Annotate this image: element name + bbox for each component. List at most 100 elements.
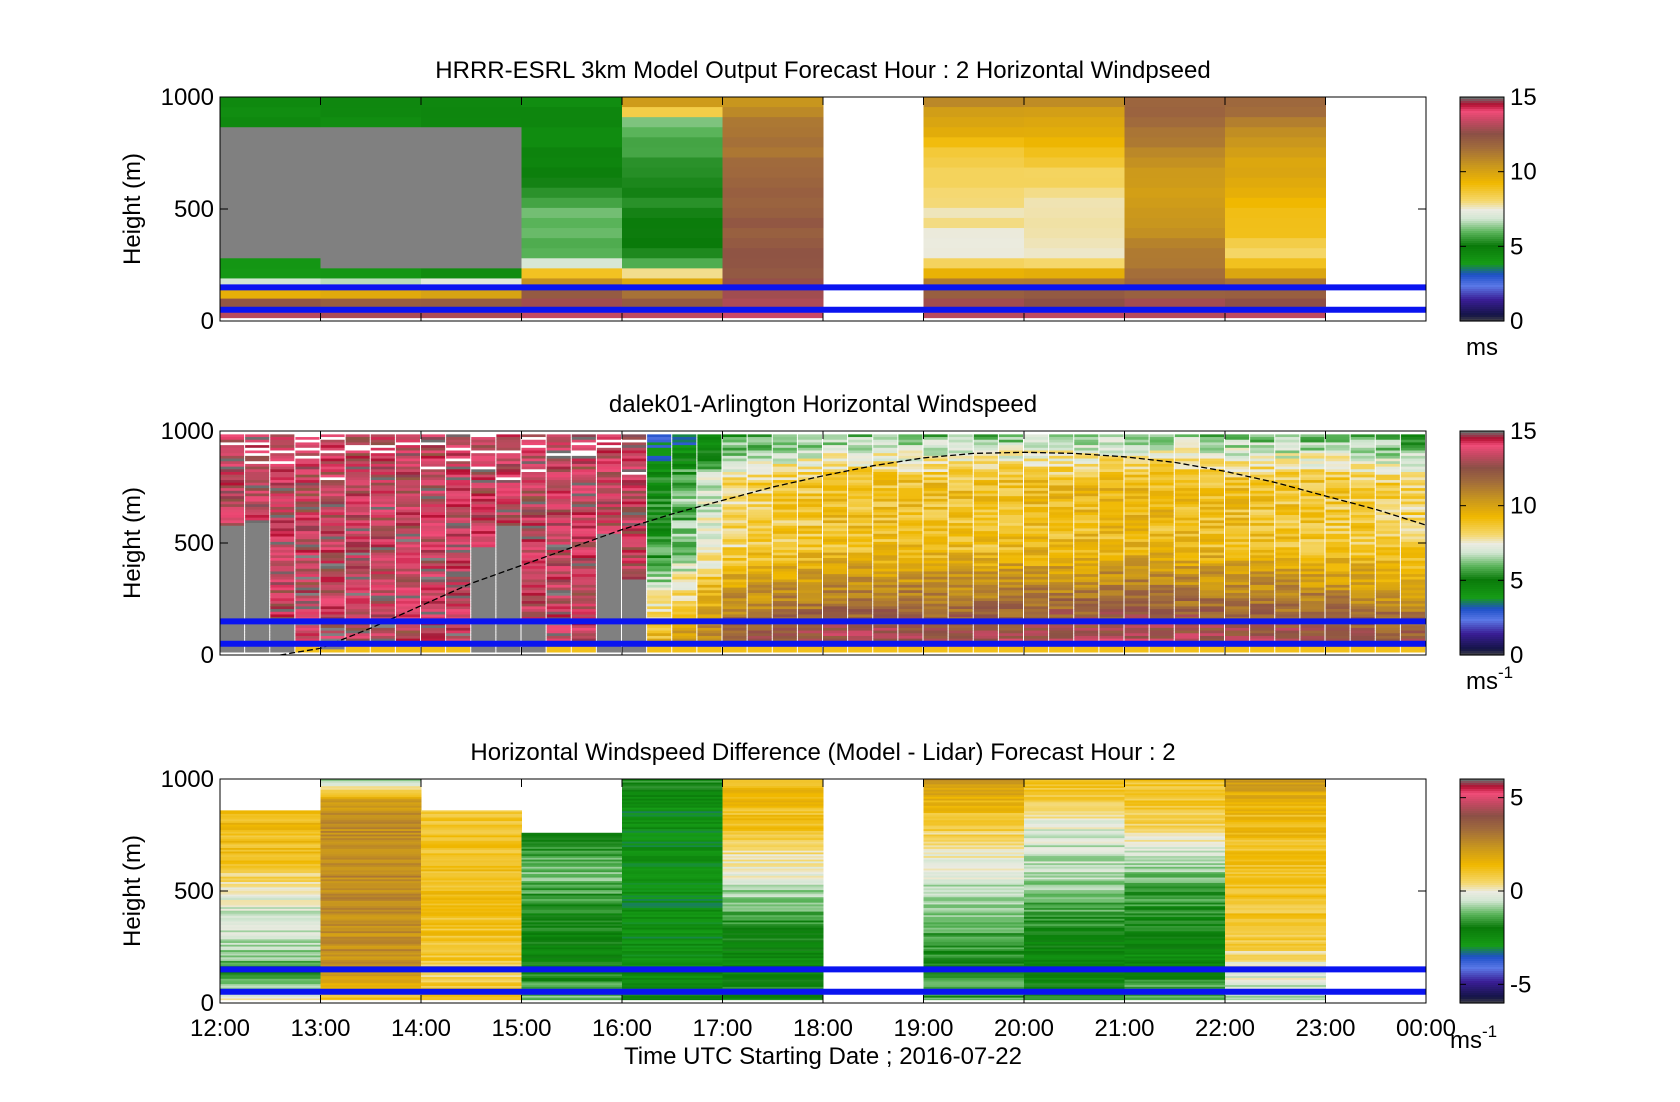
heatmap-cell	[1049, 528, 1074, 532]
heatmap-cell	[571, 609, 596, 613]
heatmap-cell	[848, 627, 873, 631]
heatmap-cell	[1375, 471, 1400, 476]
heatmap-cell	[496, 437, 521, 441]
heatmap-cell	[1149, 560, 1174, 564]
heatmap-cell	[1174, 523, 1199, 527]
heatmap-cell	[1024, 117, 1125, 128]
heatmap-cell	[496, 474, 521, 478]
heatmap-cell	[546, 609, 571, 613]
heatmap-cell	[1074, 434, 1099, 438]
heatmap-cell	[571, 493, 596, 497]
heatmap-cell	[622, 97, 723, 108]
heatmap-cell	[873, 442, 898, 446]
heatmap-cell	[1300, 445, 1325, 449]
heatmap-cell	[421, 901, 522, 905]
heatmap-cell	[1174, 455, 1199, 459]
heatmap-cell	[697, 447, 722, 451]
heatmap-cell	[1400, 523, 1425, 527]
heatmap-cell	[923, 558, 948, 562]
heatmap-cell	[320, 866, 422, 870]
heatmap-cell	[370, 563, 395, 567]
colorbar-swatch	[1460, 455, 1504, 458]
heatmap-cell	[320, 929, 422, 932]
heatmap-cell	[948, 549, 973, 554]
heatmap-cell	[1325, 590, 1350, 594]
heatmap-cell	[1199, 614, 1224, 618]
heatmap-cell	[1049, 496, 1074, 500]
colorbar-swatch	[1460, 497, 1504, 500]
heatmap-cell	[672, 493, 697, 497]
heatmap-cell	[320, 934, 422, 938]
heatmap-cell	[873, 528, 898, 532]
heatmap-cell	[571, 531, 596, 535]
heatmap-cell	[848, 606, 873, 610]
heatmap-cell	[722, 466, 747, 470]
heatmap-cell	[1049, 539, 1074, 543]
heatmap-cell	[1275, 536, 1300, 540]
heatmap-cell	[320, 439, 345, 443]
heatmap-cell	[1325, 547, 1350, 551]
heatmap-cell	[295, 485, 320, 489]
colorbar-swatch	[1460, 267, 1504, 270]
heatmap-cell	[622, 811, 723, 814]
heatmap-cell	[521, 999, 623, 1001]
heatmap-cell	[1049, 517, 1074, 521]
heatmap-cell	[722, 437, 747, 441]
heatmap-cell	[1049, 453, 1074, 457]
heatmap-cell	[848, 646, 873, 650]
heatmap-cell	[471, 466, 496, 470]
heatmap-cell	[948, 504, 973, 508]
heatmap-cell	[421, 496, 446, 500]
heatmap-cell	[345, 563, 370, 567]
heatmap-cell	[998, 603, 1023, 607]
heatmap-cell	[1024, 471, 1049, 476]
heatmap-cell	[1325, 614, 1350, 618]
heatmap-cell	[320, 571, 345, 575]
heatmap-cell	[546, 450, 571, 454]
heatmap-cell	[1124, 490, 1149, 494]
heatmap-cell	[270, 611, 295, 615]
heatmap-cell	[823, 544, 848, 548]
heatmap-cell	[973, 571, 998, 575]
heatmap-cell	[1174, 477, 1199, 481]
heatmap-cell	[220, 844, 321, 847]
heatmap-cell	[772, 525, 797, 529]
heatmap-cell	[1124, 107, 1226, 118]
heatmap-cell	[848, 482, 873, 486]
heatmap-cell	[370, 482, 395, 486]
heatmap-cell	[245, 515, 270, 519]
heatmap-cell	[421, 541, 446, 545]
heatmap-cell	[823, 625, 848, 629]
heatmap-cell	[220, 960, 321, 964]
heatmap-cell	[973, 635, 998, 640]
heatmap-cell	[622, 574, 647, 578]
colorbar-swatch	[1460, 123, 1504, 126]
heatmap-cell	[1124, 461, 1149, 465]
heatmap-cell	[546, 568, 571, 572]
heatmap-cell	[471, 539, 496, 543]
heatmap-cell	[1400, 447, 1425, 451]
heatmap-cell	[1024, 544, 1049, 548]
heatmap-cell	[345, 633, 370, 637]
heatmap-cell	[596, 649, 621, 653]
heatmap-cell	[998, 584, 1023, 588]
heatmap-cell	[320, 994, 422, 997]
heatmap-cell	[1149, 455, 1174, 459]
heatmap-cell	[998, 528, 1023, 532]
heatmap-cell	[1024, 536, 1049, 540]
heatmap-cell	[948, 592, 973, 597]
heatmap-cell	[722, 455, 747, 459]
heatmap-cell	[823, 571, 848, 575]
heatmap-cell	[1350, 498, 1375, 502]
heatmap-cell	[1250, 488, 1275, 492]
heatmap-cell	[1174, 582, 1199, 586]
heatmap-cell	[973, 558, 998, 562]
heatmap-cell	[345, 458, 370, 462]
heatmap-cell	[1024, 187, 1125, 199]
heatmap-cell	[647, 471, 672, 476]
heatmap-cell	[823, 603, 848, 607]
heatmap-cell	[295, 501, 320, 505]
heatmap-cell	[1275, 539, 1300, 543]
heatmap-cell	[295, 531, 320, 535]
heatmap-cell	[722, 601, 747, 605]
